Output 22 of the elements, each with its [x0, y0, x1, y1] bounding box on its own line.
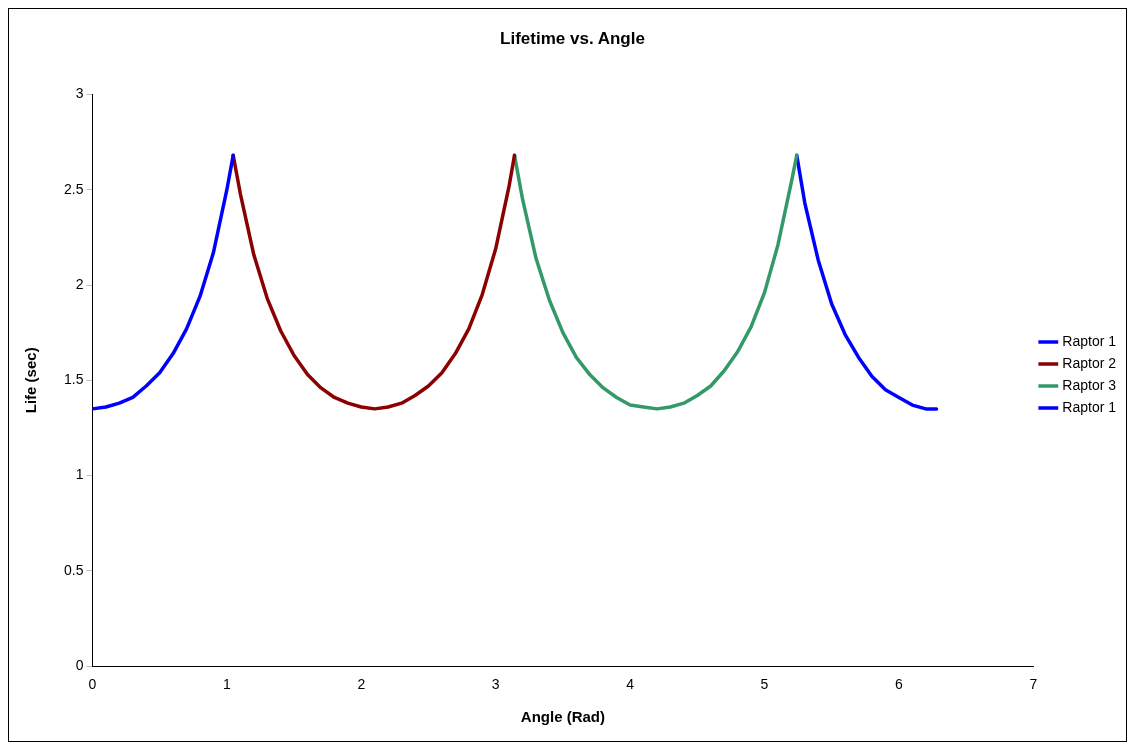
x-tick-label: 3: [491, 676, 500, 693]
legend-label: Raptor 2: [1062, 354, 1117, 371]
x-tick-label: 5: [760, 676, 769, 693]
y-tick-label: 3: [75, 85, 84, 102]
x-axis-title: Angle (Rad): [520, 708, 605, 726]
x-tick-label: 6: [895, 676, 903, 693]
x-tick-label: 2: [357, 676, 366, 693]
y-axis-title: Life (sec): [22, 347, 40, 414]
x-tick-label: 0: [88, 676, 97, 693]
y-tick-label: 1: [75, 466, 84, 483]
chart-title: Lifetime vs. Angle: [500, 28, 645, 48]
legend-label: Raptor 3: [1062, 376, 1117, 393]
y-tick-label: 0.5: [63, 561, 84, 578]
legend-label: Raptor 1: [1062, 332, 1117, 349]
y-tick-label: 1.5: [63, 371, 84, 388]
legend-label: Raptor 1: [1062, 398, 1117, 415]
x-tick-label: 7: [1029, 676, 1038, 693]
x-tick-label: 4: [626, 676, 635, 693]
y-tick-label: 0: [75, 657, 84, 674]
y-tick-label: 2: [75, 275, 84, 292]
x-tick-label: 1: [222, 676, 231, 693]
y-tick-label: 2.5: [63, 180, 84, 197]
